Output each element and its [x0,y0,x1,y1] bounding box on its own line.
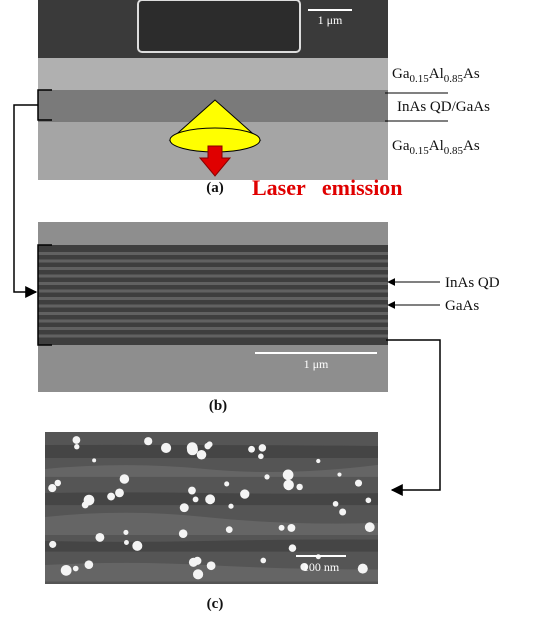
stripe [38,275,388,278]
panel-label: (a) [206,180,224,196]
stripe [38,290,388,293]
dot [283,480,294,491]
dot [287,524,295,532]
dot [279,525,285,531]
stripe [38,282,388,285]
dot [48,484,56,492]
dot [188,487,196,495]
dot [120,474,130,484]
dot [132,541,142,551]
dot [355,480,362,487]
scale-label: 1 μm [304,357,329,371]
dot [316,459,320,463]
dot [337,472,341,476]
stripe [38,335,388,338]
panel-label: (b) [209,398,227,414]
dot [193,569,203,579]
dot [107,493,115,501]
layer-label: Ga0.15Al0.85As [392,138,480,157]
dot [259,444,266,451]
dot [82,501,89,508]
dot [296,484,302,490]
panel-label: (c) [207,596,224,612]
stripe [38,327,388,330]
mesa [138,0,300,52]
dot [85,560,94,569]
annotation: Laser emission [252,175,403,200]
dot [207,561,216,570]
dot [366,497,372,503]
dot [49,541,56,548]
dot [124,540,129,545]
stripe [38,312,388,315]
layer-label: Ga0.15Al0.85As [392,66,480,85]
figure: 1 μm Ga0.15Al0.85As InAs QD/GaAs Ga0.15A… [0,0,536,617]
connector [386,340,440,490]
dot [228,504,233,509]
dot [333,501,339,507]
terrace [45,445,378,458]
dot [61,565,72,576]
stripe [38,267,388,270]
scale-label: 1 μm [318,13,343,27]
dot [189,558,198,567]
dot [144,437,152,445]
dot [204,443,210,449]
dot [115,488,124,497]
dot [74,444,79,449]
dot [95,533,104,542]
dot [197,450,207,460]
layer-label: GaAs [445,298,479,314]
dot [187,442,198,453]
stripe [38,305,388,308]
dot [283,470,294,481]
dot [161,443,171,453]
dot [248,446,255,453]
dot [179,529,188,538]
dot [73,566,79,572]
dot [92,458,96,462]
dot [260,558,266,564]
stripe [38,297,388,300]
stripe [38,252,388,255]
dot [193,496,199,502]
cladding-top [38,58,388,90]
dot [339,509,346,516]
dot [205,494,215,504]
dot [123,530,128,535]
dot [55,480,62,487]
stripe [38,320,388,323]
dot [258,454,264,460]
scale-label: 100 nm [303,560,340,574]
dot [226,526,233,533]
layer-label: InAs QD/GaAs [397,99,490,115]
dot [289,544,297,552]
stripe [38,260,388,263]
dot [73,436,81,444]
dot [264,474,269,479]
dot [180,503,189,512]
layer-label: InAs QD [445,275,500,291]
dot [224,481,229,486]
dot [240,489,249,498]
dot [365,522,375,532]
dot [358,564,368,574]
